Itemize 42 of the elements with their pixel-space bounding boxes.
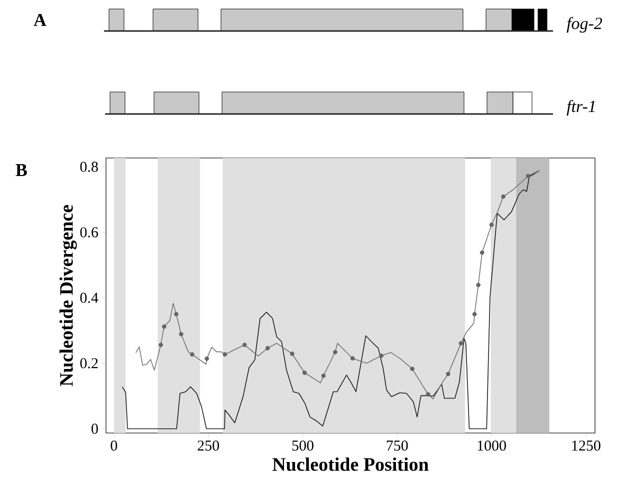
point — [242, 342, 247, 348]
point — [480, 250, 484, 255]
point — [446, 372, 450, 376]
point — [162, 324, 166, 329]
y-tick-label: 0.8 — [80, 162, 98, 172]
point — [350, 356, 355, 361]
point — [489, 222, 494, 227]
y-tick-label: 0.4 — [80, 292, 98, 303]
point — [265, 346, 270, 350]
point — [222, 352, 228, 357]
text: ftr-1 — [566, 100, 595, 116]
point — [379, 354, 384, 358]
point — [410, 366, 414, 372]
point — [290, 352, 294, 356]
point — [302, 370, 307, 375]
point — [333, 350, 338, 354]
x-tick-label: 1250 — [572, 440, 600, 451]
point — [458, 341, 464, 346]
y-tick-label: 0.2 — [80, 358, 98, 368]
point — [426, 392, 430, 397]
y-axis-title: Nucleotide Divergence — [59, 204, 77, 386]
y-tick-label: 0.6 — [80, 227, 98, 238]
x-tick-label: 750 — [386, 440, 408, 451]
x-tick-label: 0 — [110, 440, 118, 451]
point — [472, 312, 477, 316]
point — [476, 282, 481, 288]
text: fog-2 — [566, 17, 602, 33]
x-axis-title: Nucleotide Position — [272, 458, 429, 471]
text: A — [34, 14, 46, 26]
point — [204, 356, 210, 361]
point — [501, 194, 506, 199]
y-tick-label: 0 — [92, 424, 98, 434]
chart-title: B — [16, 164, 27, 176]
point — [174, 312, 178, 316]
x-tick-label: 250 — [198, 440, 220, 451]
point — [321, 373, 326, 378]
x-tick-label: 1000 — [478, 440, 506, 451]
point — [158, 342, 163, 348]
x-tick-label: 500 — [292, 440, 314, 451]
point — [190, 352, 194, 357]
point — [526, 174, 530, 178]
point — [178, 332, 184, 336]
